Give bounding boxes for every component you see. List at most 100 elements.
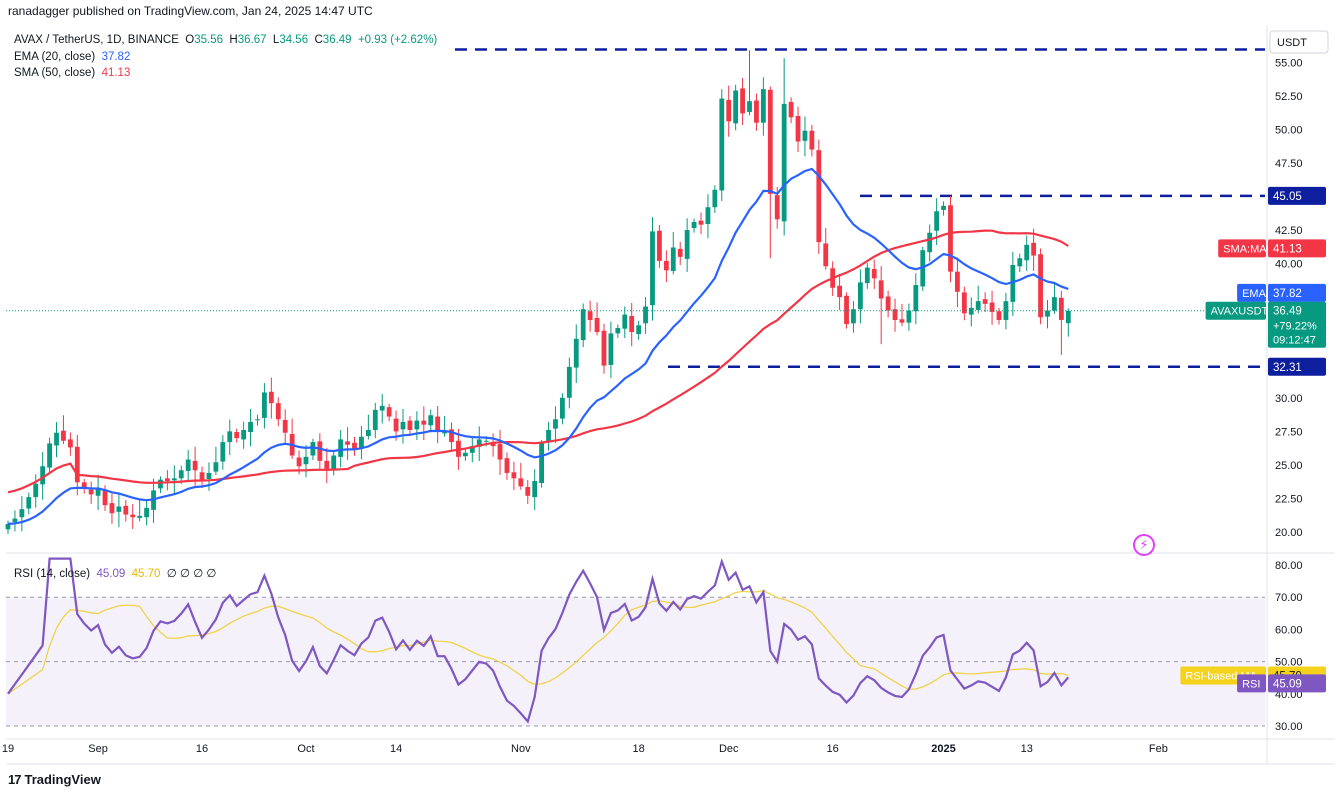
- rsi-label[interactable]: RSI (14, close): [14, 568, 91, 580]
- price-tick-label: 40.00: [1275, 259, 1303, 271]
- currency-label: USDT: [1277, 37, 1307, 49]
- change-value: +0.93 (+2.62%): [357, 34, 438, 46]
- candle-body: [622, 314, 628, 329]
- candle-body: [643, 306, 648, 324]
- candle-body: [566, 366, 572, 398]
- candle-body: [386, 407, 392, 417]
- sma-value: 41.13: [101, 67, 131, 79]
- ema-row: EMA (20, close) 37.82: [14, 49, 437, 66]
- close-value: 36.49: [322, 34, 352, 46]
- candle-body: [255, 419, 260, 421]
- rsi-tick-label: 70.00: [1275, 592, 1303, 604]
- close-label: C: [314, 34, 323, 46]
- main-legend: AVAX / TetherUS, 1D, BINANCE O35.56 H36.…: [14, 32, 437, 82]
- candle-body: [227, 431, 233, 443]
- rsi-value-badge: [1268, 674, 1326, 693]
- sma-name: SMA:MA: [1223, 243, 1267, 255]
- candle-body: [740, 88, 745, 114]
- candle-body: [892, 309, 898, 320]
- candle-body: [102, 489, 108, 506]
- candle-body: [767, 89, 773, 194]
- candle-body: [795, 115, 801, 142]
- time-tick-label: 16: [196, 743, 208, 755]
- time-tick-label: 14: [390, 743, 402, 755]
- candle-body: [33, 483, 39, 498]
- sma-label-badge: [1268, 239, 1326, 258]
- candle-body: [40, 466, 46, 485]
- candle-body: [788, 101, 794, 118]
- candle-body: [476, 439, 482, 447]
- candle-body: [934, 211, 940, 231]
- ema-name-badge: [1237, 283, 1266, 302]
- candle-body: [47, 443, 52, 468]
- candle-body: [275, 403, 281, 420]
- candle-body: [116, 506, 122, 512]
- candle-body: [532, 481, 538, 498]
- candle-body: [310, 442, 316, 456]
- candle-body: [844, 295, 849, 324]
- symbol-label[interactable]: AVAX / TetherUS, 1D, BINANCE: [14, 34, 179, 46]
- price-tick-label: 22.50: [1275, 493, 1303, 505]
- candle-body: [948, 205, 953, 272]
- candle-body: [372, 409, 378, 431]
- candle-body: [615, 328, 621, 334]
- candle-body: [712, 189, 718, 208]
- candle-body: [130, 514, 136, 518]
- candle-body: [206, 472, 212, 479]
- support-label-value: 32.31: [1273, 362, 1302, 374]
- candle-body: [61, 430, 66, 441]
- candle-body: [400, 421, 406, 430]
- candle-body: [573, 338, 579, 368]
- candle-body: [1031, 242, 1037, 256]
- rsi-legend-extra: ∅ ∅ ∅ ∅: [166, 568, 217, 580]
- ema-label-value: 37.82: [1273, 288, 1302, 300]
- candle-body: [899, 319, 905, 323]
- candle-body: [864, 267, 870, 284]
- candle-body: [282, 419, 288, 433]
- candle-body: [407, 420, 413, 431]
- rsi-ma-legend-value: 45.70: [131, 568, 161, 580]
- time-tick-label: 19: [2, 743, 14, 755]
- candle-body: [885, 296, 891, 311]
- candle-body: [580, 309, 586, 341]
- price-tick-label: 55.00: [1275, 57, 1303, 69]
- candle-body: [1065, 310, 1071, 324]
- price-tick-label: 47.50: [1275, 158, 1303, 170]
- candle-body: [5, 523, 11, 530]
- time-tick-label: Nov: [511, 743, 531, 755]
- candle-body: [12, 518, 18, 522]
- candle-body: [262, 392, 267, 418]
- candle-body: [74, 446, 80, 483]
- candle-body: [1052, 297, 1057, 311]
- candle-body: [705, 207, 711, 225]
- ema-name: EMA: [1242, 288, 1267, 300]
- ema-value: 37.82: [101, 50, 131, 63]
- support-label-badge: [1268, 357, 1326, 376]
- lightning-icon[interactable]: ⚡: [1133, 534, 1155, 556]
- candle-body: [851, 309, 856, 324]
- candle-body: [747, 101, 752, 112]
- candle-body: [823, 243, 829, 267]
- candle-body: [726, 99, 732, 122]
- rsi-axis-value: 45.09: [1273, 678, 1302, 690]
- last-price-value: 36.49: [1273, 306, 1302, 318]
- sma-label[interactable]: SMA (50, close): [14, 67, 96, 79]
- candle-body: [691, 221, 697, 229]
- candle-body: [442, 431, 447, 434]
- candle-body: [941, 205, 946, 210]
- footer-brand-label: TradingView: [24, 772, 101, 787]
- candle-body: [837, 285, 842, 298]
- candle-body: [19, 509, 25, 518]
- candle-body: [802, 130, 808, 141]
- resistance-label-value: 45.05: [1273, 191, 1302, 203]
- candle-body: [338, 439, 344, 457]
- bar-countdown: 09:12:47: [1273, 335, 1316, 347]
- ema-label[interactable]: EMA (20, close): [14, 50, 96, 63]
- candle-body: [469, 446, 475, 453]
- candle-body: [760, 89, 766, 123]
- candle-body: [650, 231, 655, 306]
- candle-body: [462, 452, 468, 457]
- candle-body: [123, 505, 129, 515]
- candle-body: [54, 432, 59, 446]
